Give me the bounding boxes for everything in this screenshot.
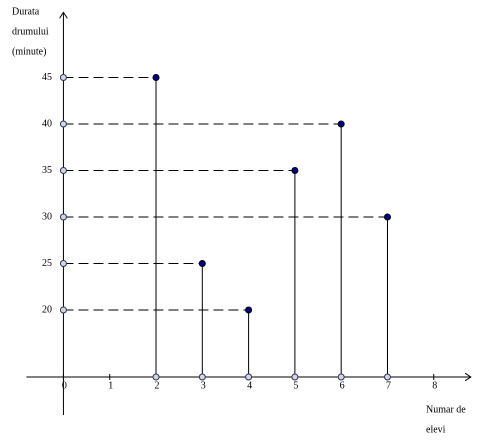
x-axis-label: Numar de <box>426 404 466 415</box>
x-axis-marker <box>152 373 160 381</box>
y-axis-marker <box>59 167 67 175</box>
x-tick-label: 1 <box>108 380 113 391</box>
point <box>245 306 253 314</box>
x-tick-label: 7 <box>386 380 391 391</box>
point <box>291 167 299 175</box>
x-tick-label: 2 <box>155 380 160 391</box>
y-tick-label: 30 <box>42 211 52 222</box>
x-tick-label: 8 <box>432 380 437 391</box>
y-axis-label: drumului <box>12 26 49 37</box>
y-tick-label: 35 <box>42 165 52 176</box>
y-tick-label: 45 <box>42 72 52 83</box>
x-tick-label: 3 <box>201 380 206 391</box>
x-axis-marker <box>198 373 206 381</box>
x-axis-label: elevi <box>426 424 446 435</box>
x-tick-label: 0 <box>62 380 67 391</box>
x-axis-marker <box>337 373 345 381</box>
point <box>337 120 345 128</box>
y-axis-marker <box>59 74 67 82</box>
point <box>152 74 160 82</box>
y-axis-marker <box>59 306 67 314</box>
y-axis-marker <box>59 213 67 221</box>
y-axis-label: Durata <box>12 6 40 17</box>
point <box>198 260 206 268</box>
x-tick-label: 4 <box>247 380 252 391</box>
x-axis-marker <box>291 373 299 381</box>
y-axis-label: (minute) <box>12 46 46 57</box>
point <box>383 213 391 221</box>
y-tick-label: 40 <box>42 118 52 129</box>
x-axis-marker <box>245 373 253 381</box>
y-tick-label: 20 <box>42 304 52 315</box>
x-tick-label: 5 <box>293 380 298 391</box>
x-axis-marker <box>383 373 391 381</box>
x-tick-label: 6 <box>340 380 345 391</box>
y-axis-marker <box>59 260 67 268</box>
y-tick-label: 25 <box>42 258 52 269</box>
y-axis-marker <box>59 120 67 128</box>
